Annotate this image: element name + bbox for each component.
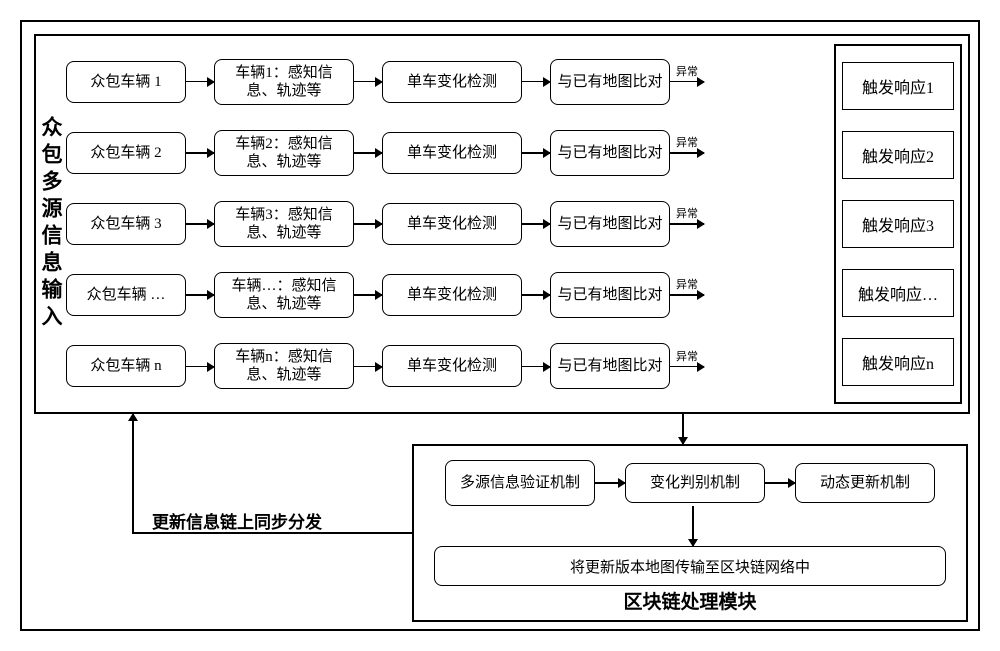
compare-node: 与已有地图比对 [550,130,670,176]
arrow-icon: 异常 [670,152,704,154]
arrow-icon: 异常 [670,223,704,225]
arrow-icon [186,152,214,154]
arrow-label: 异常 [676,276,698,292]
response-node: 触发响应3 [842,200,954,248]
detect-node: 单车变化检测 [382,203,522,245]
compare-node: 与已有地图比对 [550,272,670,318]
update-node: 动态更新机制 [795,463,935,503]
arrow-icon [522,366,550,368]
arrow-down-icon [692,506,694,546]
arrow-icon: 异常 [670,366,704,368]
bottom-row: 多源信息验证机制 变化判别机制 动态更新机制 [414,460,966,506]
arrow-label: 异常 [676,348,698,364]
connector-up-arrow [132,414,134,533]
vehicle-node: 众包车辆 1 [66,61,186,103]
bottom-module-frame: 多源信息验证机制 变化判别机制 动态更新机制 将更新版本地图传输至区块链网络中 … [412,444,968,622]
arrow-icon [186,366,214,368]
sense-node: 车辆2：感知信息、轨迹等 [214,130,354,176]
judge-node: 变化判别机制 [625,463,765,503]
arrow-label: 异常 [676,63,698,79]
compare-node: 与已有地图比对 [550,343,670,389]
arrow-icon [354,152,382,154]
vehicle-row: 众包车辆 … 车辆…：感知信息、轨迹等 单车变化检测 与已有地图比对 异常 [66,272,964,318]
arrow-icon [595,482,625,484]
arrow-icon: 异常 [670,294,704,296]
vehicle-row: 众包车辆 1 车辆1：感知信息、轨迹等 单车变化检测 与已有地图比对 异常 [66,59,964,105]
detect-node: 单车变化检测 [382,132,522,174]
vehicle-row: 众包车辆 2 车辆2：感知信息、轨迹等 单车变化检测 与已有地图比对 异常 [66,130,964,176]
arrow-label: 异常 [676,134,698,150]
top-module-frame: 众包多源信息输入 众包车辆 1 车辆1：感知信息、轨迹等 单车变化检测 与已有地… [34,34,970,414]
vehicle-node: 众包车辆 2 [66,132,186,174]
response-node: 触发响应… [842,269,954,317]
compare-node: 与已有地图比对 [550,201,670,247]
connector-down-arrow [682,414,684,444]
arrow-icon: 异常 [670,81,704,83]
bottom-module-title: 区块链处理模块 [414,587,966,614]
arrow-icon [354,81,382,83]
detect-node: 单车变化检测 [382,345,522,387]
arrow-icon [186,223,214,225]
verify-node: 多源信息验证机制 [445,460,595,506]
response-node: 触发响应2 [842,131,954,179]
arrow-icon [522,223,550,225]
arrow-icon [522,294,550,296]
sense-node: 车辆n：感知信息、轨迹等 [214,343,354,389]
vehicle-node: 众包车辆 3 [66,203,186,245]
arrow-icon [354,294,382,296]
detect-node: 单车变化检测 [382,274,522,316]
arrow-label: 异常 [676,205,698,221]
vehicle-node: 众包车辆 … [66,274,186,316]
response-node: 触发响应n [842,338,954,386]
upload-node: 将更新版本地图传输至区块链网络中 [434,546,946,586]
vehicle-row: 众包车辆 n 车辆n：感知信息、轨迹等 单车变化检测 与已有地图比对 异常 [66,343,964,389]
detect-node: 单车变化检测 [382,61,522,103]
sense-node: 车辆3：感知信息、轨迹等 [214,201,354,247]
compare-node: 与已有地图比对 [550,59,670,105]
arrow-icon [522,152,550,154]
top-module-title: 众包多源信息输入 [36,36,66,412]
vehicle-row: 众包车辆 3 车辆3：感知信息、轨迹等 单车变化检测 与已有地图比对 异常 [66,201,964,247]
response-column-frame: 触发响应1 触发响应2 触发响应3 触发响应… 触发响应n [834,44,962,404]
feedback-label: 更新信息链上同步分发 [152,508,322,533]
arrow-icon [354,223,382,225]
arrow-icon [186,81,214,83]
sense-node: 车辆…：感知信息、轨迹等 [214,272,354,318]
arrow-icon [522,81,550,83]
response-node: 触发响应1 [842,62,954,110]
arrow-icon [186,294,214,296]
vehicle-rows: 众包车辆 1 车辆1：感知信息、轨迹等 单车变化检测 与已有地图比对 异常 众包… [66,36,968,412]
diagram-outer-frame: 众包多源信息输入 众包车辆 1 车辆1：感知信息、轨迹等 单车变化检测 与已有地… [20,20,980,631]
sense-node: 车辆1：感知信息、轨迹等 [214,59,354,105]
vehicle-node: 众包车辆 n [66,345,186,387]
arrow-icon [765,482,795,484]
arrow-icon [354,366,382,368]
